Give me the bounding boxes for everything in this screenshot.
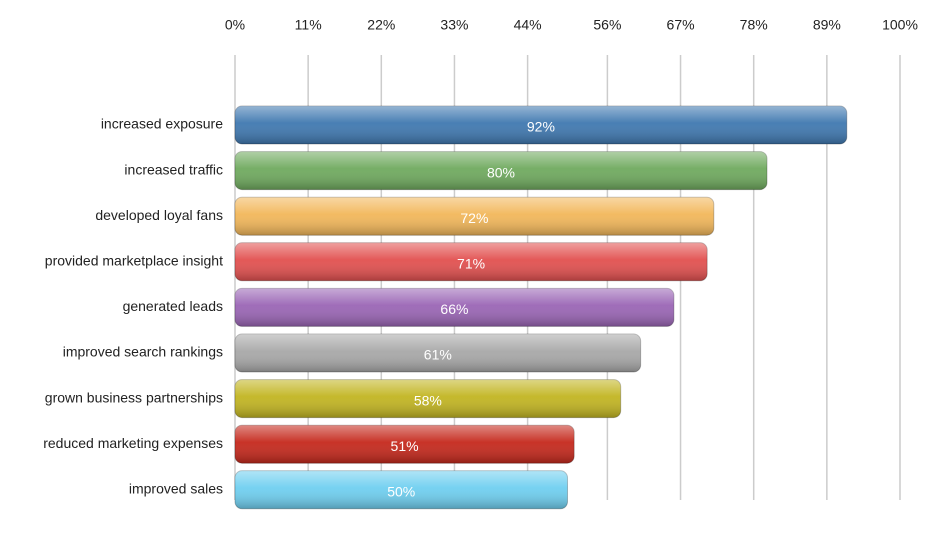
- y-tick-label: grown business partnerships: [45, 389, 223, 405]
- value-label: 92%: [527, 119, 555, 135]
- bar-shine: [235, 197, 714, 236]
- y-tick-label: increased exposure: [101, 116, 223, 132]
- x-tick-label: 78%: [740, 17, 768, 33]
- bar-shine: [235, 470, 568, 509]
- value-label: 80%: [487, 164, 515, 180]
- bar-shine: [235, 288, 674, 327]
- x-tick-label: 56%: [593, 17, 621, 33]
- value-label: 50%: [387, 484, 415, 500]
- x-tick-label: 100%: [882, 17, 918, 33]
- y-tick-label: improved search rankings: [63, 344, 223, 360]
- value-label: 66%: [440, 301, 468, 317]
- x-tick-label: 22%: [367, 17, 395, 33]
- value-label: 71%: [457, 256, 485, 272]
- value-label: 61%: [424, 347, 452, 363]
- x-tick-label: 0%: [225, 17, 245, 33]
- y-tick-label: increased traffic: [124, 161, 223, 177]
- value-label: 72%: [460, 210, 488, 226]
- bar-shine: [235, 334, 641, 372]
- x-tick-label: 44%: [514, 17, 542, 33]
- bar-shine: [235, 106, 847, 144]
- x-tick-label: 67%: [667, 17, 695, 33]
- y-tick-label: provided marketplace insight: [45, 253, 223, 269]
- bar-shine: [235, 379, 621, 418]
- x-tick-label: 33%: [440, 17, 468, 33]
- x-tick-label: 11%: [295, 17, 322, 33]
- y-tick-label: generated leads: [123, 298, 223, 314]
- value-label: 58%: [414, 392, 442, 408]
- y-tick-label: reduced marketing expenses: [43, 435, 223, 451]
- bar-shine: [235, 242, 708, 281]
- y-tick-label: developed loyal fans: [95, 207, 223, 223]
- bar-shine: [235, 151, 767, 190]
- value-label: 51%: [391, 438, 419, 454]
- bar-shine: [235, 425, 575, 464]
- y-tick-label: improved sales: [129, 481, 223, 497]
- x-tick-label: 89%: [813, 17, 841, 33]
